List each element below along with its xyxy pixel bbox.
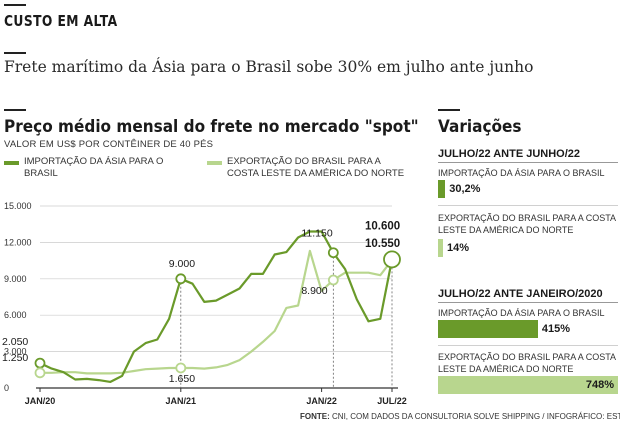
annotation-marker — [175, 273, 187, 285]
variations-title: Variações — [438, 117, 522, 137]
annotation-marker — [34, 367, 46, 379]
annotation-label: 1.650 — [169, 373, 195, 385]
chart-rule — [4, 109, 26, 111]
freight-line-chart: 0 3.000 6.000 9.000 12.000 15.000 JAN/20 JAN/21… — [2, 201, 407, 406]
annotation-label: 2.050 — [2, 336, 28, 348]
var-2-import-bar — [438, 320, 538, 338]
y-tick-label: 6.000 — [4, 310, 27, 320]
var-1-import-bar — [438, 180, 446, 198]
source-note: FONTE: CNI, COM DADOS DA CONSULTORIA SOL… — [300, 412, 620, 421]
headline-rule — [4, 52, 26, 54]
kicker-rule — [4, 4, 26, 6]
headline: Frete marítimo da Ásia para o Brasil sob… — [4, 58, 534, 76]
period-1-title: JULHO/22 ANTE JUNHO/22 — [438, 148, 581, 160]
var-2-export-label: EXPORTAÇÃO DO BRASIL PARA A COSTA LESTE … — [438, 352, 616, 374]
legend-export-label: EXPORTAÇÃO DO BRASIL PARA A COSTA LESTE … — [227, 156, 405, 179]
var-2-import-value: 415% — [541, 323, 570, 335]
var-2-export-value: 748% — [585, 379, 614, 391]
annotation-label: 10.550 — [365, 238, 400, 250]
var-1-export-bar — [438, 239, 443, 257]
y-tick-label: 12.000 — [4, 237, 32, 247]
x-tick-label: JAN/21 — [166, 396, 197, 406]
annotation-marker — [175, 362, 187, 374]
source-label: FONTE: — [300, 412, 330, 421]
var-2-separator — [438, 345, 618, 346]
annotation-marker — [327, 274, 339, 286]
series-line-import — [39, 230, 394, 383]
var-2-import-label: IMPORTAÇÃO DA ÁSIA PARA O BRASIL — [438, 308, 605, 318]
y-tick-label: 3.000 — [4, 347, 27, 357]
var-2-export-bar — [438, 376, 618, 394]
var-1-export-value: 14% — [447, 242, 470, 254]
annotation-label: 9.000 — [169, 258, 195, 270]
y-tick-label: 0 — [4, 383, 9, 393]
annotation-marker — [383, 250, 401, 269]
series-line-export — [40, 249, 393, 375]
annotation-label: 1.250 — [2, 352, 28, 364]
legend-import-label: IMPORTAÇÃO DA ÁSIA PARA O BRASIL — [24, 156, 164, 179]
legend-export-swatch — [207, 161, 222, 165]
legend-export: EXPORTAÇÃO DO BRASIL PARA A COSTA LESTE … — [207, 156, 412, 180]
variations-rule — [438, 109, 460, 111]
y-tick-label: 15.000 — [4, 201, 32, 211]
var-1-import-value: 30,2% — [449, 183, 481, 195]
period-2-title: JULHO/22 ANTE JANEIRO/2020 — [438, 288, 603, 300]
legend-import-swatch — [4, 161, 19, 165]
annotation-label: 8.900 — [301, 285, 327, 297]
annotation-label: 10.600 — [365, 220, 400, 232]
y-tick-label: 9.000 — [4, 274, 27, 284]
x-tick-label: JAN/22 — [306, 396, 337, 406]
source-text: CNI, COM DADOS DA CONSULTORIA SOLVE SHIP… — [332, 412, 620, 421]
var-1-separator — [438, 205, 618, 206]
annotation-label: 11.150 — [301, 228, 332, 240]
var-1-import-label: IMPORTAÇÃO DA ÁSIA PARA O BRASIL — [438, 168, 605, 178]
legend-import: IMPORTAÇÃO DA ÁSIA PARA O BRASIL — [4, 156, 184, 180]
period-2-divider — [438, 302, 618, 303]
var-1-export-label: EXPORTAÇÃO DO BRASIL PARA A COSTA LESTE … — [438, 213, 616, 235]
chart-units: VALOR EM US$ POR CONTÊINER DE 40 PÉS — [4, 139, 214, 150]
period-1-divider — [438, 162, 618, 163]
x-tick-label: JAN/20 — [25, 396, 56, 406]
annotation-marker — [327, 247, 339, 259]
annotation-marker — [34, 357, 46, 369]
x-tick-label: JUL/22 — [377, 396, 407, 406]
kicker: CUSTO EM ALTA — [4, 12, 118, 30]
chart-title: Preço médio mensal do frete no mercado "… — [4, 117, 419, 137]
